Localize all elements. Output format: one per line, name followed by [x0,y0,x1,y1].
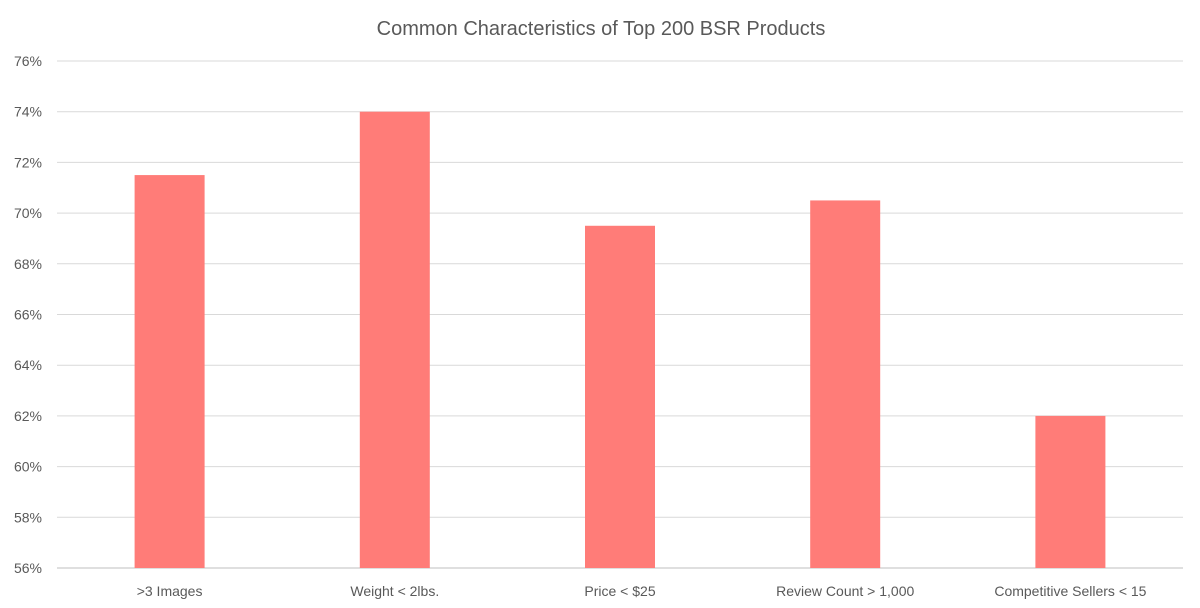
bars [134,111,1106,569]
y-tick-label: 64% [14,357,42,373]
x-axis-labels: >3 Images Weight < 2lbs. Price < $25 Review… [137,583,1147,599]
y-tick-label: 74% [14,104,42,120]
chart-title: Common Characteristics of Top 200 BSR Pr… [377,18,826,40]
y-tick-label: 72% [14,154,42,170]
y-tick-label: 60% [14,459,42,475]
y-tick-label: 58% [14,509,42,525]
y-tick-label: 62% [14,408,42,424]
y-tick-label: 68% [14,256,42,272]
bar [810,200,881,569]
x-category-label: >3 Images [137,583,203,599]
y-tick-label: 66% [14,307,42,323]
y-tick-label: 70% [14,205,42,221]
bar [134,175,205,568]
x-category-label: Weight < 2lbs. [350,583,439,599]
y-axis-ticks: 56% 58% 60% 62% 64% 66% 68% 70% 72% 74% 76% [14,53,42,576]
y-tick-label: 76% [14,53,42,69]
bar [1035,415,1106,568]
x-category-label: Review Count > 1,000 [776,583,914,599]
y-tick-label: 56% [14,560,42,576]
bar [585,225,655,568]
bar [359,111,430,568]
x-category-label: Competitive Sellers < 15 [994,583,1146,599]
x-category-label: Price < $25 [584,583,655,599]
